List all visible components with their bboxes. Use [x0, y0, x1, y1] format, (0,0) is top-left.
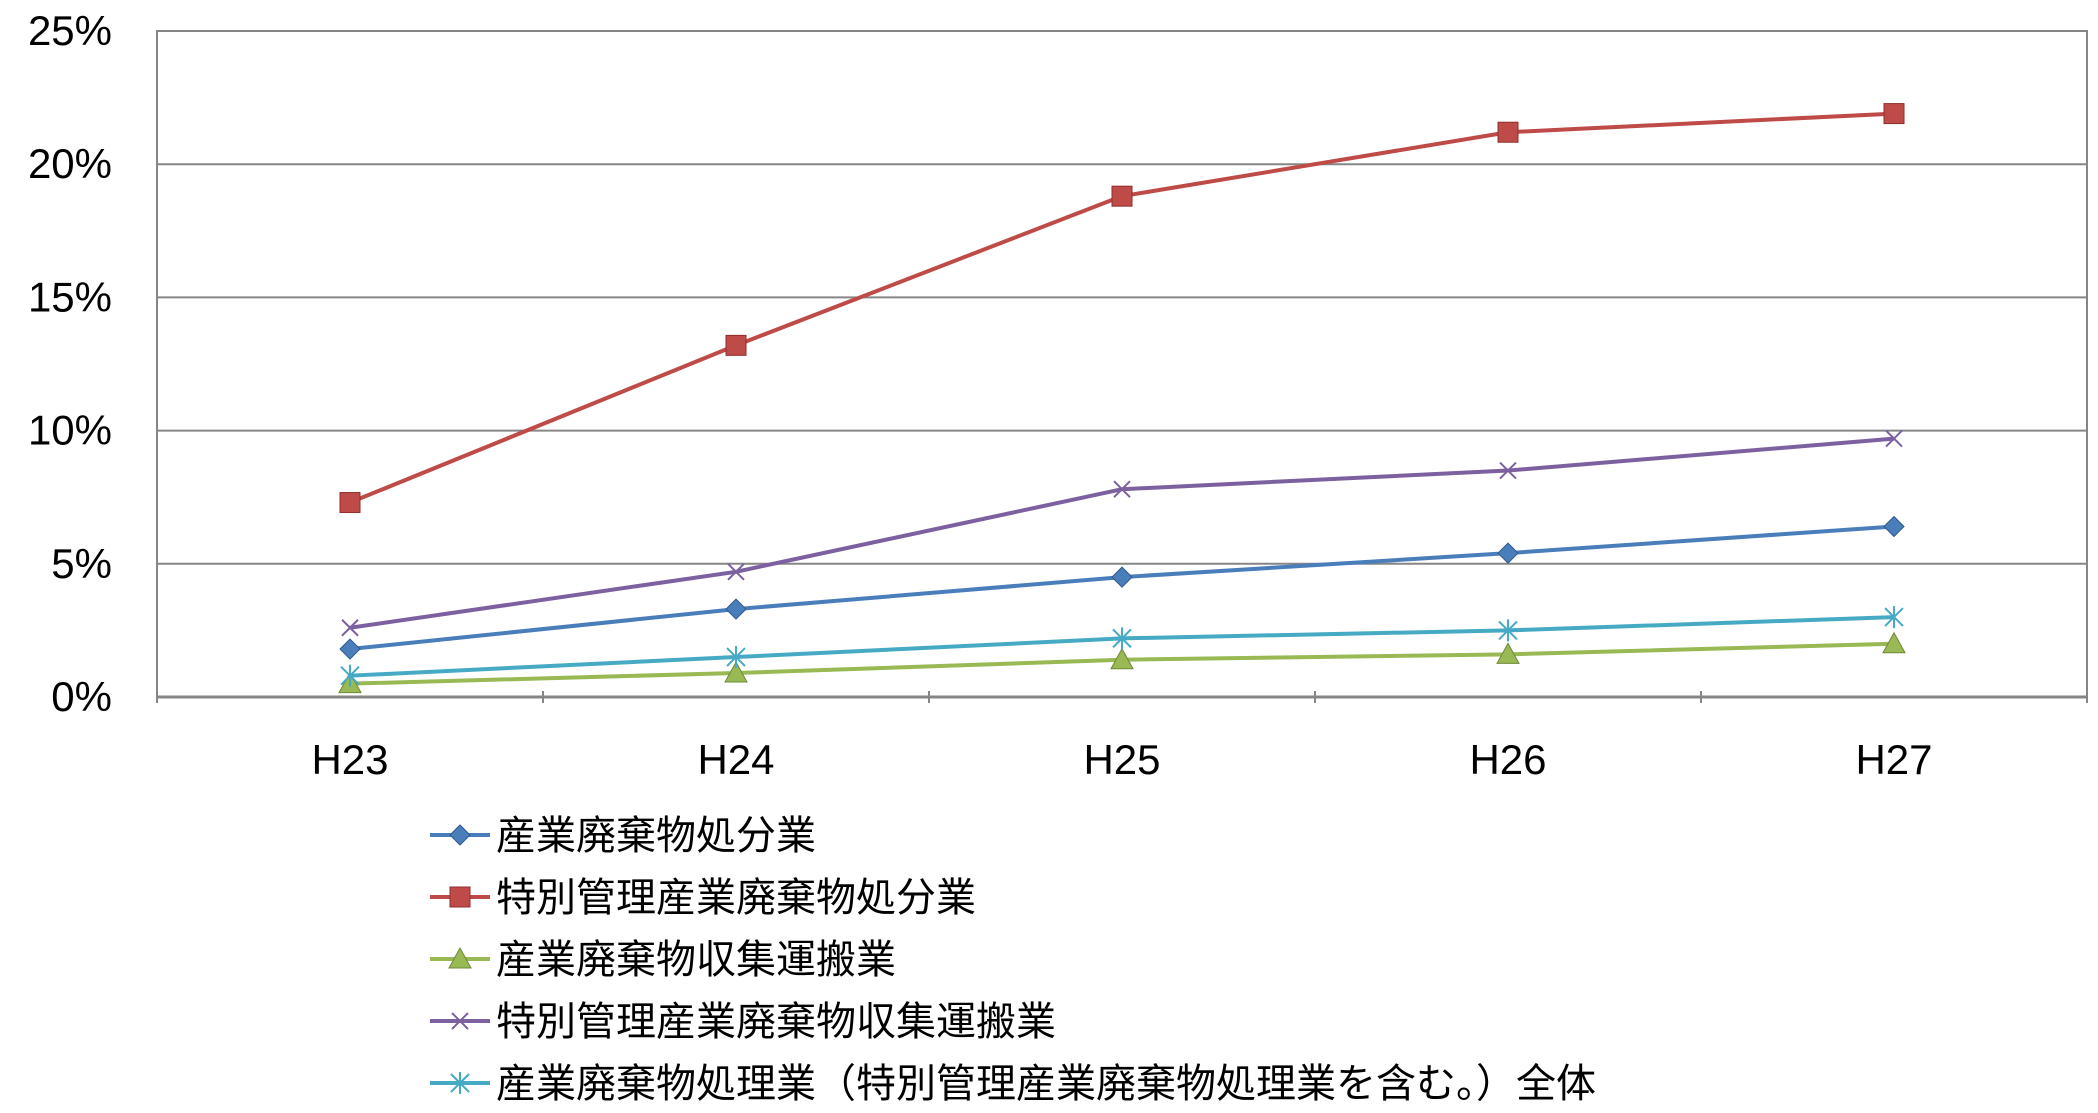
series-1	[339, 515, 1905, 660]
data-point	[1882, 631, 1906, 654]
data-point	[725, 598, 747, 620]
data-point	[726, 646, 746, 669]
data-point	[1883, 103, 1905, 125]
data-point	[1883, 515, 1905, 538]
legend-marker	[451, 1012, 469, 1030]
data-point	[1111, 566, 1133, 588]
y-tick-label: 5%	[51, 540, 112, 587]
y-tick-label: 0%	[51, 673, 112, 720]
y-tick-label: 15%	[28, 273, 112, 320]
legend-marker	[449, 886, 471, 908]
x-tick-label: H24	[697, 736, 774, 783]
y-tick-label: 10%	[28, 407, 112, 454]
data-point	[1113, 480, 1131, 498]
data-point	[341, 619, 359, 637]
data-point	[339, 638, 361, 660]
data-point	[339, 492, 361, 514]
legend-label: 特別管理産業廃棄物処分業	[496, 876, 976, 920]
legend-label: 産業廃棄物処分業	[496, 814, 816, 858]
data-point	[1498, 619, 1518, 642]
data-point	[725, 334, 747, 356]
legend-marker	[448, 946, 472, 969]
legend-item: 産業廃棄物収集運搬業	[430, 938, 896, 982]
data-point	[724, 660, 748, 683]
gridlines	[157, 163, 2087, 565]
legend-label: 特別管理産業廃棄物収集運搬業	[496, 1000, 1056, 1044]
series-5	[340, 606, 1904, 687]
x-tick-label: H25	[1083, 736, 1160, 783]
data-point	[1499, 461, 1517, 480]
data-point	[1497, 121, 1519, 143]
legend-label: 産業廃棄物処理業（特別管理産業廃棄物処理業を含む。）全体	[496, 1062, 1596, 1106]
x-tick-label: H23	[311, 736, 388, 783]
data-point	[1111, 185, 1133, 207]
data-point	[340, 664, 360, 687]
legend-marker	[450, 1072, 470, 1094]
y-tick-label: 25%	[28, 7, 112, 54]
data-point	[1112, 627, 1132, 650]
legend: 産業廃棄物処分業特別管理産業廃棄物処分業産業廃棄物収集運搬業特別管理産業廃棄物収…	[430, 814, 1596, 1106]
legend-item: 特別管理産業廃棄物処分業	[430, 876, 976, 920]
data-point	[1885, 429, 1903, 448]
data-point	[727, 563, 745, 581]
legend-marker	[449, 824, 471, 846]
plot-area	[156, 30, 2088, 698]
x-tick-label: H26	[1469, 736, 1546, 783]
data-point	[1884, 606, 1904, 629]
x-tick-label: H27	[1855, 736, 1932, 783]
series-2	[339, 103, 1905, 514]
data-point	[1110, 647, 1134, 670]
y-tick-label: 20%	[28, 140, 112, 187]
legend-label: 産業廃棄物収集運搬業	[496, 938, 896, 982]
axes: 0% 5% 10% 15% 20% 25% H23 H24 H25 H26 H27	[28, 7, 2088, 783]
legend-item: 産業廃棄物処理業（特別管理産業廃棄物処理業を含む。）全体	[430, 1062, 1596, 1106]
data-point	[1497, 542, 1519, 564]
legend-item: 産業廃棄物処分業	[430, 814, 816, 858]
series-layer	[338, 103, 1906, 694]
data-point	[1496, 642, 1520, 664]
series-4	[341, 429, 1903, 637]
legend-item: 特別管理産業廃棄物収集運搬業	[430, 1000, 1056, 1044]
series-3	[338, 631, 1906, 694]
